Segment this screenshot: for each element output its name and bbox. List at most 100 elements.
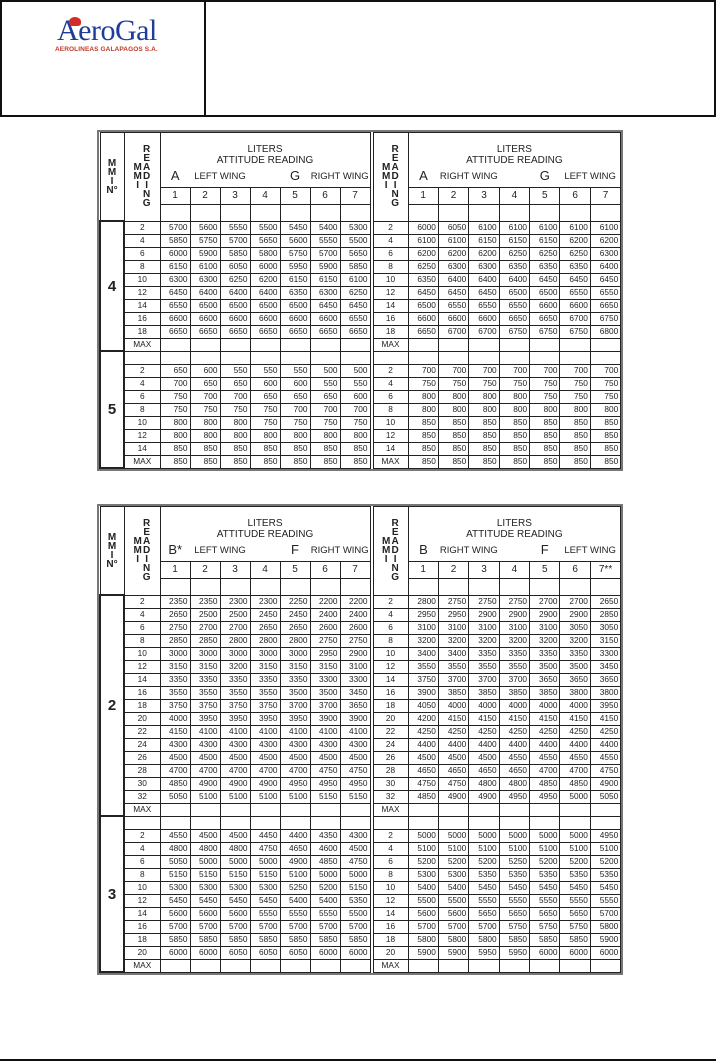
mmi-number: 3 xyxy=(99,815,125,973)
reading-cell: MAX xyxy=(123,337,161,352)
vertical-letter: M xyxy=(107,166,117,178)
liters-cell: 6000 xyxy=(309,945,341,960)
reading-cell xyxy=(123,815,161,830)
table-row: MAX MAX xyxy=(100,958,622,973)
liters-cell: 3000 xyxy=(279,646,311,661)
liters-cell: 5400 xyxy=(407,880,439,895)
reading-cell: 8 xyxy=(372,402,409,417)
liters-cell: 4250 xyxy=(437,724,470,739)
liters-cell: 4850 xyxy=(407,789,439,804)
vertical-letter: M xyxy=(107,531,117,543)
reading-cell: 8 xyxy=(372,259,409,274)
liters-cell: 4750 xyxy=(249,841,281,856)
liters-cell: 3550 xyxy=(468,659,500,674)
liters-cell: 4400 xyxy=(559,737,591,752)
liters-cell: 5450 xyxy=(529,880,561,895)
liters-cell: 6000 xyxy=(529,945,561,960)
liters-cell: 4850 xyxy=(559,776,591,791)
liters-cell: 4300 xyxy=(339,828,371,843)
liters-cell: 4900 xyxy=(249,776,281,791)
liters-cell: 5100 xyxy=(407,841,439,856)
liters-cell: 750 xyxy=(559,376,591,391)
reading-cell: 16 xyxy=(372,685,409,700)
liters-cell: 5150 xyxy=(309,789,341,804)
liters-cell: 5000 xyxy=(189,854,221,869)
liters-cell: 2800 xyxy=(407,594,439,609)
liters-cell: 5000 xyxy=(407,828,439,843)
vertical-letter: I xyxy=(145,554,149,566)
reading-cell: 18 xyxy=(372,932,409,947)
liters-cell: 5550 xyxy=(498,893,531,908)
liters-cell: 4100 xyxy=(249,724,281,739)
liters-cell: 650 xyxy=(279,389,311,404)
table-row: 14 3350 3350 3350 3350 3350 3300 3300 14 3750 3700… xyxy=(100,672,622,687)
reading-cell: 14 xyxy=(123,906,161,921)
liters-cell: 2650 xyxy=(589,594,622,609)
liters-cell: 750 xyxy=(339,415,371,430)
vertical-letter: A xyxy=(391,536,399,548)
vertical-letter: D xyxy=(143,545,151,557)
mmi-number-header: M M I N° xyxy=(99,132,125,222)
liters-cell: 4750 xyxy=(339,763,371,778)
liters-cell: 5550 xyxy=(249,906,281,921)
liters-cell: 850 xyxy=(309,454,341,469)
liters-cell: 6700 xyxy=(437,324,470,339)
liters-cell: 3350 xyxy=(249,672,281,687)
reading-cell: MAX xyxy=(123,958,161,973)
reading-cell: 14 xyxy=(123,298,161,313)
wing-label: RIGHT WING xyxy=(310,540,371,562)
liters-cell: 4000 xyxy=(498,698,531,713)
reading-cell: 16 xyxy=(372,919,409,934)
liters-cell: 3350 xyxy=(529,646,561,661)
liters-cell: 5500 xyxy=(339,906,371,921)
table-row: 18 3750 3750 3750 3750 3700 3700 3650 18 4050 4000… xyxy=(100,698,622,713)
liters-cell: 850 xyxy=(407,415,439,430)
liters-cell: 5450 xyxy=(189,893,221,908)
liters-cell: 6150 xyxy=(468,233,500,248)
reading-cell: 30 xyxy=(123,776,161,791)
liters-cell: 6250 xyxy=(219,272,251,287)
liters-cell: 6750 xyxy=(498,324,531,339)
liters-cell: 6450 xyxy=(468,285,500,300)
liters-cell: 6000 xyxy=(159,246,191,261)
liters-cell: 750 xyxy=(159,389,191,404)
liters-cell: 5450 xyxy=(219,893,251,908)
liters-cell: 6500 xyxy=(279,298,311,313)
liters-cell: 850 xyxy=(589,454,622,469)
liters-cell: 4300 xyxy=(339,737,371,752)
liters-cell: 3550 xyxy=(249,685,281,700)
liters-cell: 5100 xyxy=(279,867,311,882)
liters-cell: 800 xyxy=(468,402,500,417)
liters-cell: 3950 xyxy=(589,698,622,713)
liters-cell: 3200 xyxy=(219,659,251,674)
vertical-letter: E xyxy=(391,527,399,539)
liters-cell: 850 xyxy=(309,441,341,456)
vertical-letter: I xyxy=(110,175,114,187)
liters-cell: 5650 xyxy=(249,233,281,248)
liters-cell: 4100 xyxy=(189,724,221,739)
liters-cell: 3200 xyxy=(468,633,500,648)
liters-cell: 4400 xyxy=(468,737,500,752)
liters-cell: 2850 xyxy=(189,633,221,648)
liters-cell: 5550 xyxy=(559,893,591,908)
liters-cell: 6100 xyxy=(529,220,561,235)
table-row: 10 800 800 800 750 750 750 750 10 850 850 850 850 850… xyxy=(100,415,622,430)
liters-cell: 5800 xyxy=(407,932,439,947)
liters-cell: 5000 xyxy=(498,828,531,843)
liters-cell: 6500 xyxy=(189,298,221,313)
reading-cell: 12 xyxy=(372,659,409,674)
liters-cell: 6600 xyxy=(309,311,341,326)
vertical-letter: A xyxy=(143,536,151,548)
liters-cell: 3150 xyxy=(189,659,221,674)
reading-cell: 14 xyxy=(123,672,161,687)
liters-cell: 6550 xyxy=(589,285,622,300)
liters-cell: 6450 xyxy=(529,272,561,287)
liters-cell: 800 xyxy=(219,415,251,430)
liters-cell: 6600 xyxy=(219,311,251,326)
liters-cell: 3200 xyxy=(559,633,591,648)
liters-cell: 6100 xyxy=(559,220,591,235)
column-number: 4 xyxy=(498,186,531,205)
column-number: 7 xyxy=(339,560,371,579)
liters-cell: 4800 xyxy=(159,841,191,856)
liters-cell: 4500 xyxy=(279,750,311,765)
